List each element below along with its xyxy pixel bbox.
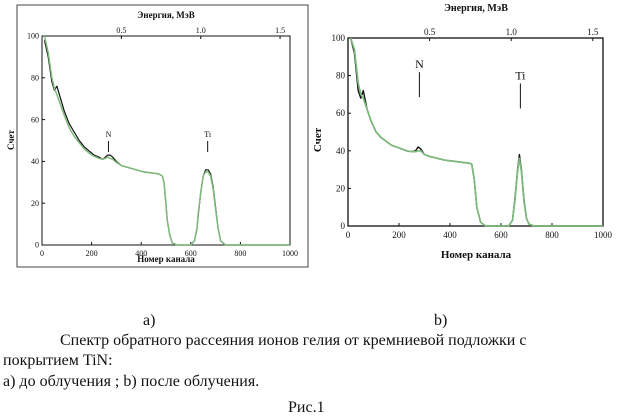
caption-line-1: Спектр обратного рассеяния ионов гелия о…	[60, 331, 634, 351]
chart-panel-b: Энергия, МэВ Номер канала Счет 020040060…	[312, 3, 613, 261]
panel-b-y-tick-label: 0	[341, 221, 346, 231]
panel-b-top-axis-label: Энергия, МэВ	[444, 3, 508, 14]
panel-b-x-tick-label: 0	[346, 230, 351, 240]
panel-a-y-tick-label: 80	[31, 73, 39, 82]
panel-a-y-axis-label: Счет	[6, 129, 16, 149]
panel-a-top-tick-label: 1.0	[196, 26, 206, 35]
panel-b-caption-label: b)	[434, 311, 447, 331]
panel-b-x-tick-label: 600	[494, 230, 508, 240]
panel-b-top-tick-label: 1.0	[506, 27, 518, 37]
caption-line-3: а) до облучения ; b) после облучения.	[3, 372, 259, 392]
panel-b-series-experiment	[351, 38, 603, 226]
panel-b-y-tick-label: 40	[336, 146, 346, 156]
panel-a-annotation-label: N	[106, 130, 112, 139]
panel-b-y-tick-label: 100	[332, 33, 346, 43]
panel-a-annotation-label: Ti	[204, 130, 212, 139]
panel-b-x-tick-label: 200	[392, 230, 406, 240]
panel-a-x-tick-label: 1000	[282, 249, 298, 258]
panel-a-x-tick-label: 800	[234, 249, 246, 258]
caption-line-2: покрытием TiN:	[3, 351, 113, 371]
figure-area: Энергия, МэВ Номер канала Счет 020040060…	[0, 0, 640, 300]
panel-a-top-tick-label: 0.5	[116, 26, 126, 35]
panel-b-x-tick-label: 400	[443, 230, 457, 240]
panel-a-x-tick-label: 400	[135, 249, 147, 258]
panel-b-annotation-label: Ti	[515, 68, 526, 82]
panel-b-top-tick-label: 1.5	[587, 27, 599, 37]
panel-b-x-tick-label: 800	[545, 230, 559, 240]
panel-a-y-tick-label: 40	[31, 157, 39, 166]
panel-a-top-tick-label: 1.5	[275, 26, 285, 35]
panel-a-x-tick-label: 0	[40, 249, 44, 258]
panel-b-y-tick-label: 80	[336, 71, 346, 81]
panel-a-ticks: 0 200 400 600 800 1000 0 20 40 60 80 100 0.5 1.0 1.5	[27, 26, 298, 258]
panel-b-y-tick-label: 60	[336, 108, 346, 118]
panel-a-top-axis-label: Энергия, МэВ	[137, 10, 194, 20]
panel-b-series-simulation	[351, 38, 603, 226]
panel-b-top-tick-label: 0.5	[424, 27, 436, 37]
panel-b-annotation-label: N	[415, 57, 424, 71]
panel-a-y-tick-label: 60	[31, 115, 39, 124]
panel-a-annotations: N Ti	[106, 130, 212, 152]
panel-a-series	[45, 36, 291, 245]
panel-b-ticks: 0 200 400 600 800 1000 0 20 40 60 80 100 0.5 1.0 1.5	[332, 27, 613, 240]
panel-b-annotations: N Ti	[415, 57, 526, 108]
panel-a-y-tick-label: 0	[35, 241, 39, 250]
panel-a-frame	[17, 5, 308, 267]
panel-b-series	[351, 38, 603, 226]
panel-a-y-tick-label: 20	[31, 199, 39, 208]
panel-b-x-tick-label: 1000	[594, 230, 613, 240]
panel-a-x-tick-label: 200	[86, 249, 98, 258]
panel-a-series-simulation	[45, 36, 291, 245]
panel-b-y-axis-label: Счет	[312, 127, 324, 152]
figure-number: Рис.1	[288, 398, 325, 418]
panel-a-x-tick-label: 600	[185, 249, 197, 258]
panel-a-caption-label: а)	[143, 311, 155, 331]
panel-a-y-tick-label: 100	[27, 32, 39, 41]
panel-b-x-axis-label: Номер канала	[441, 249, 512, 261]
chart-panel-a: Энергия, МэВ Номер канала Счет 020040060…	[6, 5, 308, 267]
panel-b-y-tick-label: 20	[336, 183, 346, 193]
